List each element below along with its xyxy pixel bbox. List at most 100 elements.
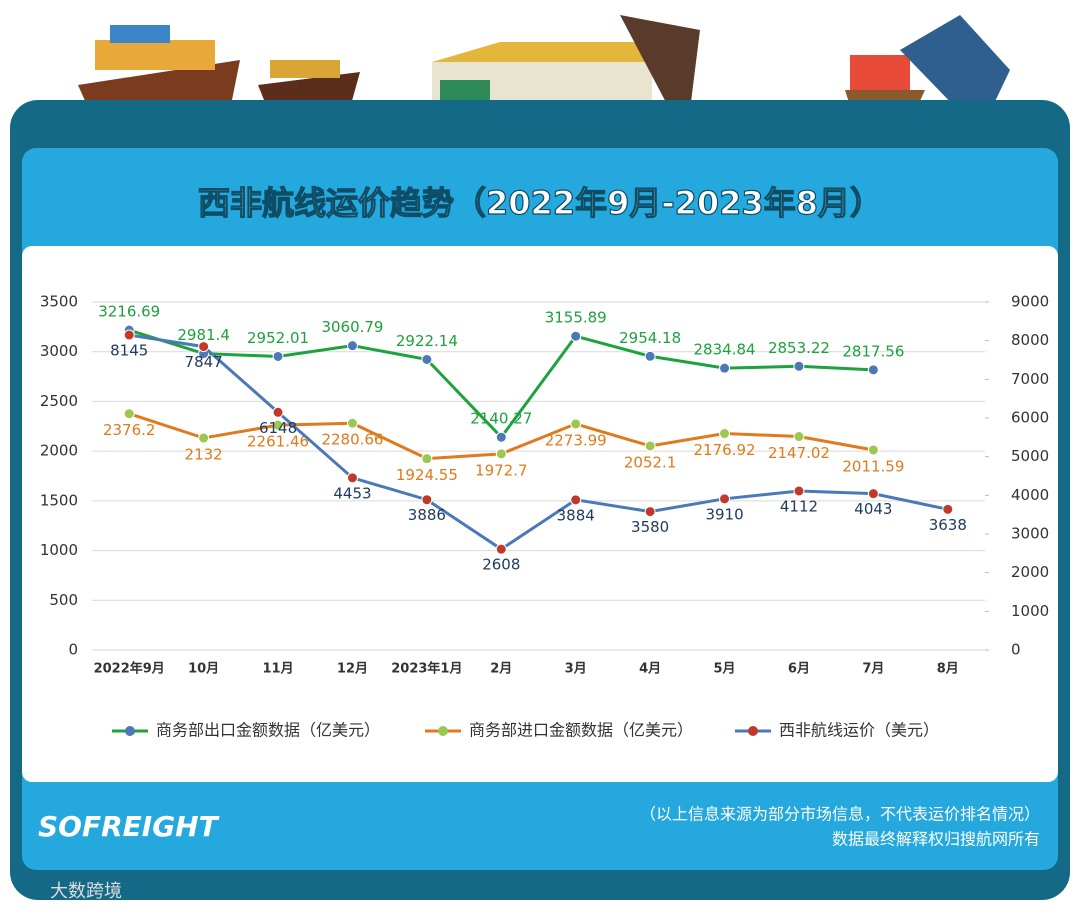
y-tick-label: 1500: [40, 491, 78, 509]
y-tick-label: 3000: [40, 342, 78, 360]
data-label: 2132: [185, 446, 223, 464]
data-label: 2176.92: [694, 441, 756, 459]
y-tick-label: 1000: [40, 541, 78, 559]
data-label: 7847: [185, 353, 223, 371]
data-label: 3886: [408, 506, 446, 524]
data-label: 2261.46: [247, 433, 309, 451]
x-tick-label: 12月: [337, 662, 368, 677]
data-point: [867, 488, 879, 500]
y2-tick-label: 9000: [1011, 293, 1049, 311]
y-tick-label: 2000: [40, 442, 78, 460]
data-label: 2280.66: [321, 431, 383, 449]
data-point: [570, 418, 582, 430]
data-point: [123, 408, 135, 420]
data-point: [570, 330, 582, 342]
data-label: 3155.89: [545, 309, 607, 327]
data-label: 2952.01: [247, 329, 309, 347]
data-point: [421, 353, 433, 365]
data-label: 8145: [110, 342, 148, 360]
data-label: 3216.69: [98, 303, 160, 321]
data-label: 4112: [780, 498, 818, 516]
y2-tick-label: 5000: [1011, 447, 1049, 465]
y2-tick-label: 3000: [1011, 525, 1049, 543]
data-label: 2140.27: [470, 410, 532, 428]
data-label: 6148: [259, 419, 297, 437]
data-point: [867, 364, 879, 376]
data-label: 2273.99: [545, 431, 607, 449]
x-tick-label: 10月: [188, 662, 219, 677]
data-point: [421, 453, 433, 465]
data-label: 2147.02: [768, 444, 830, 462]
watermark: 大数跨境: [50, 881, 122, 902]
y2-tick-label: 8000: [1011, 331, 1049, 349]
x-tick-label: 2022年9月: [94, 661, 165, 677]
data-label: 2011.59: [842, 457, 904, 475]
data-point: [346, 417, 358, 429]
x-tick-label: 11月: [262, 662, 293, 677]
y2-tick-label: 2000: [1011, 563, 1049, 581]
data-label: 2817.56: [842, 342, 904, 360]
source-note: （以上信息来源为部分市场信息，不代表运价排名情况）: [640, 805, 1040, 824]
y-tick-label: 0: [68, 641, 78, 659]
legend-marker: [125, 726, 135, 736]
data-point: [719, 493, 731, 505]
data-label: 2376.2: [103, 421, 156, 439]
y2-tick-label: 6000: [1011, 409, 1049, 427]
data-label: 3884: [557, 506, 595, 524]
y-tick-label: 2500: [40, 392, 78, 410]
data-label: 1972.7: [475, 461, 528, 479]
data-point: [198, 432, 210, 444]
legend-label: 商务部进口金额数据（亿美元）: [469, 721, 693, 740]
data-label: 4043: [854, 500, 892, 518]
x-tick-label: 2月: [490, 662, 512, 677]
x-tick-label: 7月: [862, 662, 884, 677]
x-tick-label: 2023年1月: [391, 661, 462, 677]
legend-label: 西非航线运价（美元）: [779, 721, 939, 740]
x-tick-label: 8月: [937, 662, 959, 677]
x-tick-label: 3月: [565, 662, 587, 677]
data-point: [719, 428, 731, 440]
data-point: [644, 350, 656, 362]
data-point: [644, 440, 656, 452]
y2-tick-label: 4000: [1011, 486, 1049, 504]
data-point: [867, 444, 879, 456]
data-label: 4453: [333, 484, 371, 502]
data-point: [272, 406, 284, 418]
data-point: [495, 543, 507, 555]
data-label: 2922.14: [396, 332, 458, 350]
data-point: [570, 494, 582, 506]
x-tick-label: 5月: [714, 662, 736, 677]
legend-marker: [438, 726, 448, 736]
y-tick-label: 3500: [40, 293, 78, 311]
data-label: 2608: [482, 556, 520, 574]
title: 西非航线运价趋势（2022年9月-2023年8月）: [198, 184, 882, 222]
logo: SOFREIGHT: [38, 810, 220, 843]
data-point: [644, 506, 656, 518]
x-tick-label: 6月: [788, 662, 810, 677]
chart-panel: [22, 246, 1058, 782]
data-point: [793, 485, 805, 497]
series-line: [128, 333, 949, 551]
rights-note: 数据最终解释权归搜航网所有: [832, 830, 1040, 849]
y2-tick-label: 0: [1011, 641, 1021, 659]
data-point: [495, 448, 507, 460]
legend-marker: [748, 726, 758, 736]
data-point: [719, 362, 731, 374]
y-tick-label: 500: [49, 591, 78, 609]
plot: 0 500 1000 1500 2000 2500 3000 3500 0 1000 2000 300…: [40, 293, 1049, 740]
data-label: 3910: [705, 505, 743, 523]
data-point: [346, 472, 358, 484]
data-point: [421, 494, 433, 506]
x-tick-label: 4月: [639, 662, 661, 677]
data-label: 2954.18: [619, 329, 681, 347]
data-point: [346, 340, 358, 352]
y2-tick-label: 7000: [1011, 370, 1049, 388]
data-label: 1924.55: [396, 466, 458, 484]
data-label: 3580: [631, 518, 669, 536]
data-label: 2052.1: [624, 453, 677, 471]
data-label: 2853.22: [768, 339, 830, 357]
legend-label: 商务部出口金额数据（亿美元）: [156, 721, 380, 740]
data-point: [793, 431, 805, 443]
